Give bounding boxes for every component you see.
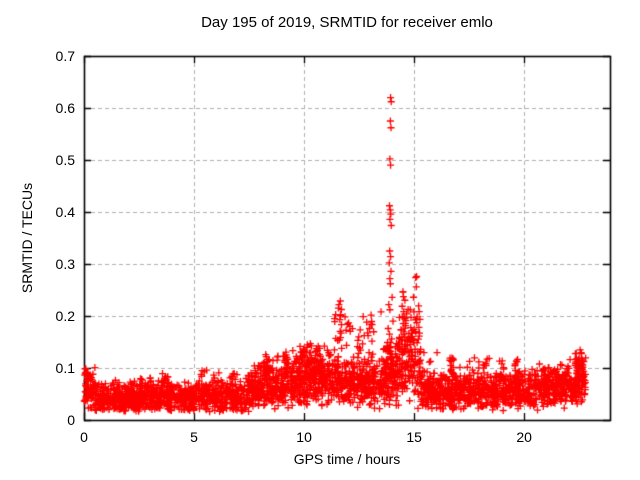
x-tick-label: 20 bbox=[516, 429, 532, 445]
y-axis-label: SRMTID / TECUs bbox=[19, 182, 35, 294]
y-tick-label: 0 bbox=[67, 412, 75, 428]
y-tick-label: 0.1 bbox=[55, 360, 75, 376]
y-tick-label: 0.4 bbox=[55, 204, 75, 220]
x-tick-label: 10 bbox=[296, 429, 312, 445]
chart-title: Day 195 of 2019, SRMTID for receiver eml… bbox=[201, 14, 493, 31]
y-tick-label: 0.5 bbox=[55, 152, 75, 168]
x-axis-label: GPS time / hours bbox=[293, 451, 401, 467]
x-tick-label: 15 bbox=[406, 429, 422, 445]
x-tick-label: 5 bbox=[190, 429, 198, 445]
y-tick-label: 0.6 bbox=[55, 100, 75, 116]
y-tick-label: 0.7 bbox=[55, 48, 75, 64]
y-tick-label: 0.3 bbox=[55, 256, 75, 272]
y-tick-label: 0.2 bbox=[55, 308, 75, 324]
x-tick-label: 0 bbox=[80, 429, 88, 445]
